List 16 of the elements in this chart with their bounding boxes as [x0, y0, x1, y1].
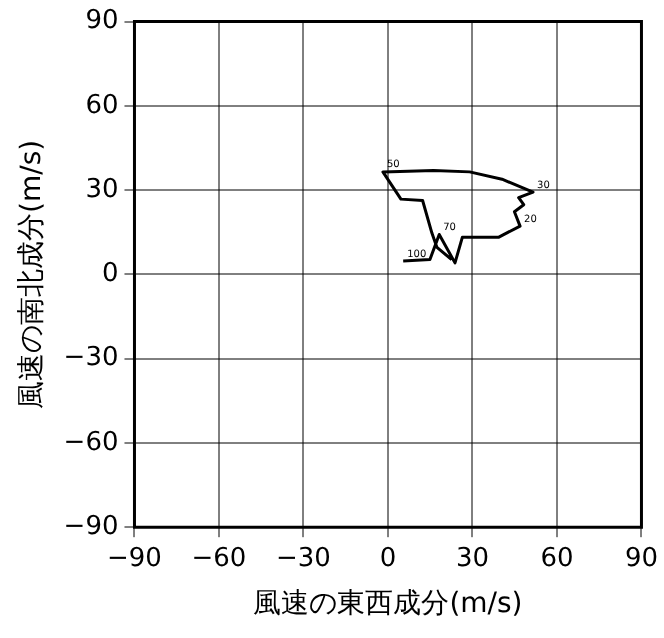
y-axis-title: 風速の南北成分(m/s) — [16, 139, 49, 409]
x-tick-label: 60 — [540, 543, 574, 574]
y-tick-label: 60 — [85, 90, 119, 121]
y-tick-label: −30 — [63, 343, 119, 374]
x-tick-label: 90 — [624, 543, 658, 574]
x-tick-label: 30 — [455, 543, 490, 574]
y-tick-label: 30 — [85, 174, 119, 205]
y-tick-label: 0 — [101, 259, 119, 290]
y-tick-label: −90 — [63, 511, 119, 542]
x-axis-title: 風速の東西成分(m/s) — [253, 588, 523, 621]
x-tick-label: 0 — [379, 543, 397, 574]
y-tick-label: −60 — [63, 427, 119, 458]
x-tick-label: −90 — [107, 543, 162, 574]
x-tick-label: −60 — [191, 543, 247, 574]
y-tick-label: 90 — [85, 6, 119, 37]
x-tick-label: −30 — [276, 543, 331, 574]
